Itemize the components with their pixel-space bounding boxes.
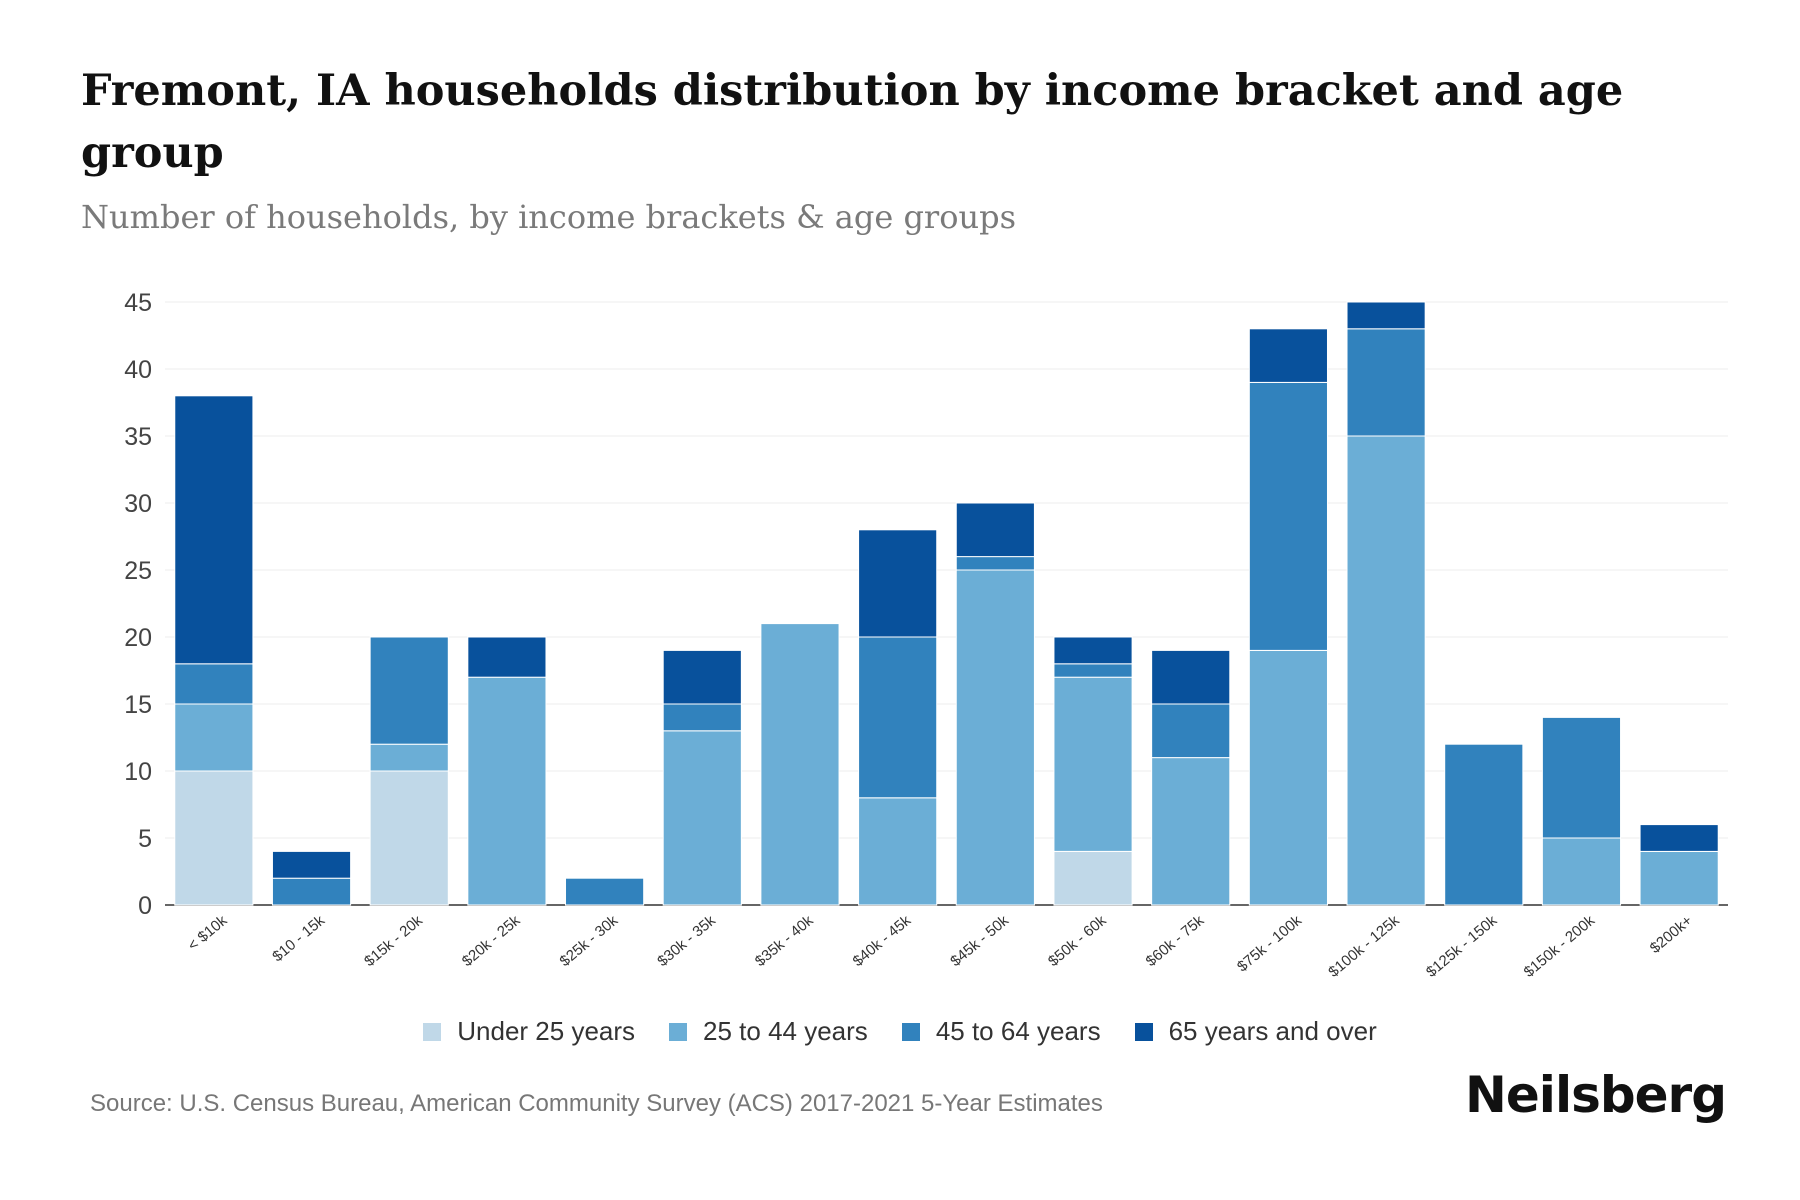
bar-segment: [858, 797, 938, 906]
chart-title: Fremont, IA households distribution by i…: [81, 66, 1624, 178]
y-axis-ticks: 0 5 10 15 20 25 30 35 40 45: [124, 289, 152, 920]
bar-segment: [174, 703, 254, 772]
y-tick-label: 30: [124, 490, 152, 518]
bar-segment: [467, 676, 547, 906]
x-tick-label: $50k - 60k: [1045, 912, 1110, 970]
legend-label: 45 to 64 years: [935, 1016, 1101, 1046]
y-tick-label: 10: [124, 758, 152, 786]
bar-segment: [662, 703, 742, 732]
bar-segment: [760, 623, 840, 906]
bar-segment: [174, 395, 254, 665]
legend-swatch: [901, 1022, 920, 1041]
bar-segment: [1541, 716, 1622, 839]
legend-swatch: [669, 1022, 688, 1041]
bar-segment: [467, 636, 547, 678]
legend-item: Under 25 years: [423, 1016, 635, 1047]
legend-item: 45 to 64 years: [901, 1016, 1101, 1047]
bar-segment: [1053, 850, 1133, 906]
y-tick-label: 15: [124, 691, 152, 719]
x-tick-label: $30k - 35k: [654, 912, 719, 970]
bar-segment: [174, 663, 254, 705]
legend-label: 25 to 44 years: [703, 1016, 868, 1046]
bar-segment: [1639, 824, 1719, 852]
bar-segment: [1151, 703, 1231, 759]
x-tick-label: $40k - 45k: [850, 912, 915, 970]
y-tick-label: 25: [124, 557, 152, 585]
y-tick-label: 45: [124, 289, 152, 317]
bar-segment: [1053, 636, 1133, 665]
bar-segment: [858, 636, 938, 799]
x-tick-label: $35k - 40k: [752, 912, 817, 970]
y-tick-label: 20: [124, 624, 152, 652]
bar-segment: [1346, 328, 1426, 437]
x-tick-label: $20k - 25k: [459, 912, 524, 970]
x-tick-label: $200k+: [1647, 912, 1696, 957]
x-tick-label: $25k - 30k: [557, 912, 622, 970]
y-tick-label: 40: [124, 356, 152, 384]
bar-segment: [565, 877, 645, 906]
bar-segment: [1444, 743, 1524, 906]
bar-segment: [662, 730, 742, 906]
bar-segment: [1346, 301, 1426, 330]
x-tick-label: $45k - 50k: [947, 912, 1012, 970]
bar-segment: [1346, 435, 1426, 906]
bar-segment: [1053, 663, 1133, 678]
bar-segment: [271, 850, 352, 879]
legend-label: Under 25 years: [457, 1016, 636, 1046]
neilsberg-logo: Neilsberg: [1465, 1066, 1727, 1124]
bar-segment: [955, 502, 1035, 558]
bar-segment: [1248, 381, 1328, 651]
x-tick-label: < $10k: [185, 912, 231, 955]
chart-subtitle: Number of households, by income brackets…: [81, 198, 1016, 236]
x-tick-label: $10 - 15k: [269, 912, 328, 966]
x-tick-label: $75k - 100k: [1234, 912, 1305, 976]
bar-segment: [1639, 850, 1719, 906]
x-tick-label: $150k - 200k: [1521, 912, 1599, 981]
x-tick-label: $15k - 20k: [361, 912, 426, 970]
bar-segment: [1151, 757, 1231, 906]
bar-segment: [1248, 649, 1328, 906]
bar-segment: [369, 743, 449, 772]
bar-segment: [271, 877, 352, 906]
bar-segment: [174, 770, 254, 906]
bar-segment: [1541, 837, 1622, 906]
bar-segment: [662, 649, 742, 705]
source-note: Source: U.S. Census Bureau, American Com…: [90, 1090, 1103, 1117]
x-tick-label: $100k - 125k: [1325, 912, 1403, 981]
bar-segment: [369, 636, 449, 745]
bar-segment: [1053, 676, 1133, 852]
x-tick-label: $60k - 75k: [1143, 912, 1208, 970]
bar-segment: [955, 556, 1035, 571]
legend-item: 65 years and over: [1134, 1016, 1377, 1047]
legend: Under 25 years 25 to 44 years 45 to 64 yea…: [0, 1016, 1800, 1047]
bars: [174, 301, 1719, 906]
x-axis-ticks: < $10k $10 - 15k $15k - 20k $20k - 25k $25k …: [185, 912, 1696, 981]
legend-swatch: [1134, 1022, 1153, 1041]
legend-item: 25 to 44 years: [669, 1016, 868, 1047]
bar-segment: [369, 770, 449, 906]
bar-segment: [858, 529, 938, 638]
legend-swatch: [423, 1022, 442, 1041]
bar-segment: [1151, 649, 1231, 705]
legend-label: 65 years and over: [1168, 1016, 1377, 1046]
y-tick-label: 35: [124, 423, 152, 451]
stacked-bar-chart: 0 5 10 15 20 25 30 35 40 45 < $10k $10 - 15k $15k -…: [124, 289, 1728, 981]
bar-segment: [955, 569, 1035, 906]
y-tick-label: 5: [138, 825, 152, 853]
x-tick-label: $125k - 150k: [1423, 912, 1501, 981]
bar-segment: [1248, 328, 1328, 383]
y-tick-label: 0: [138, 892, 152, 920]
